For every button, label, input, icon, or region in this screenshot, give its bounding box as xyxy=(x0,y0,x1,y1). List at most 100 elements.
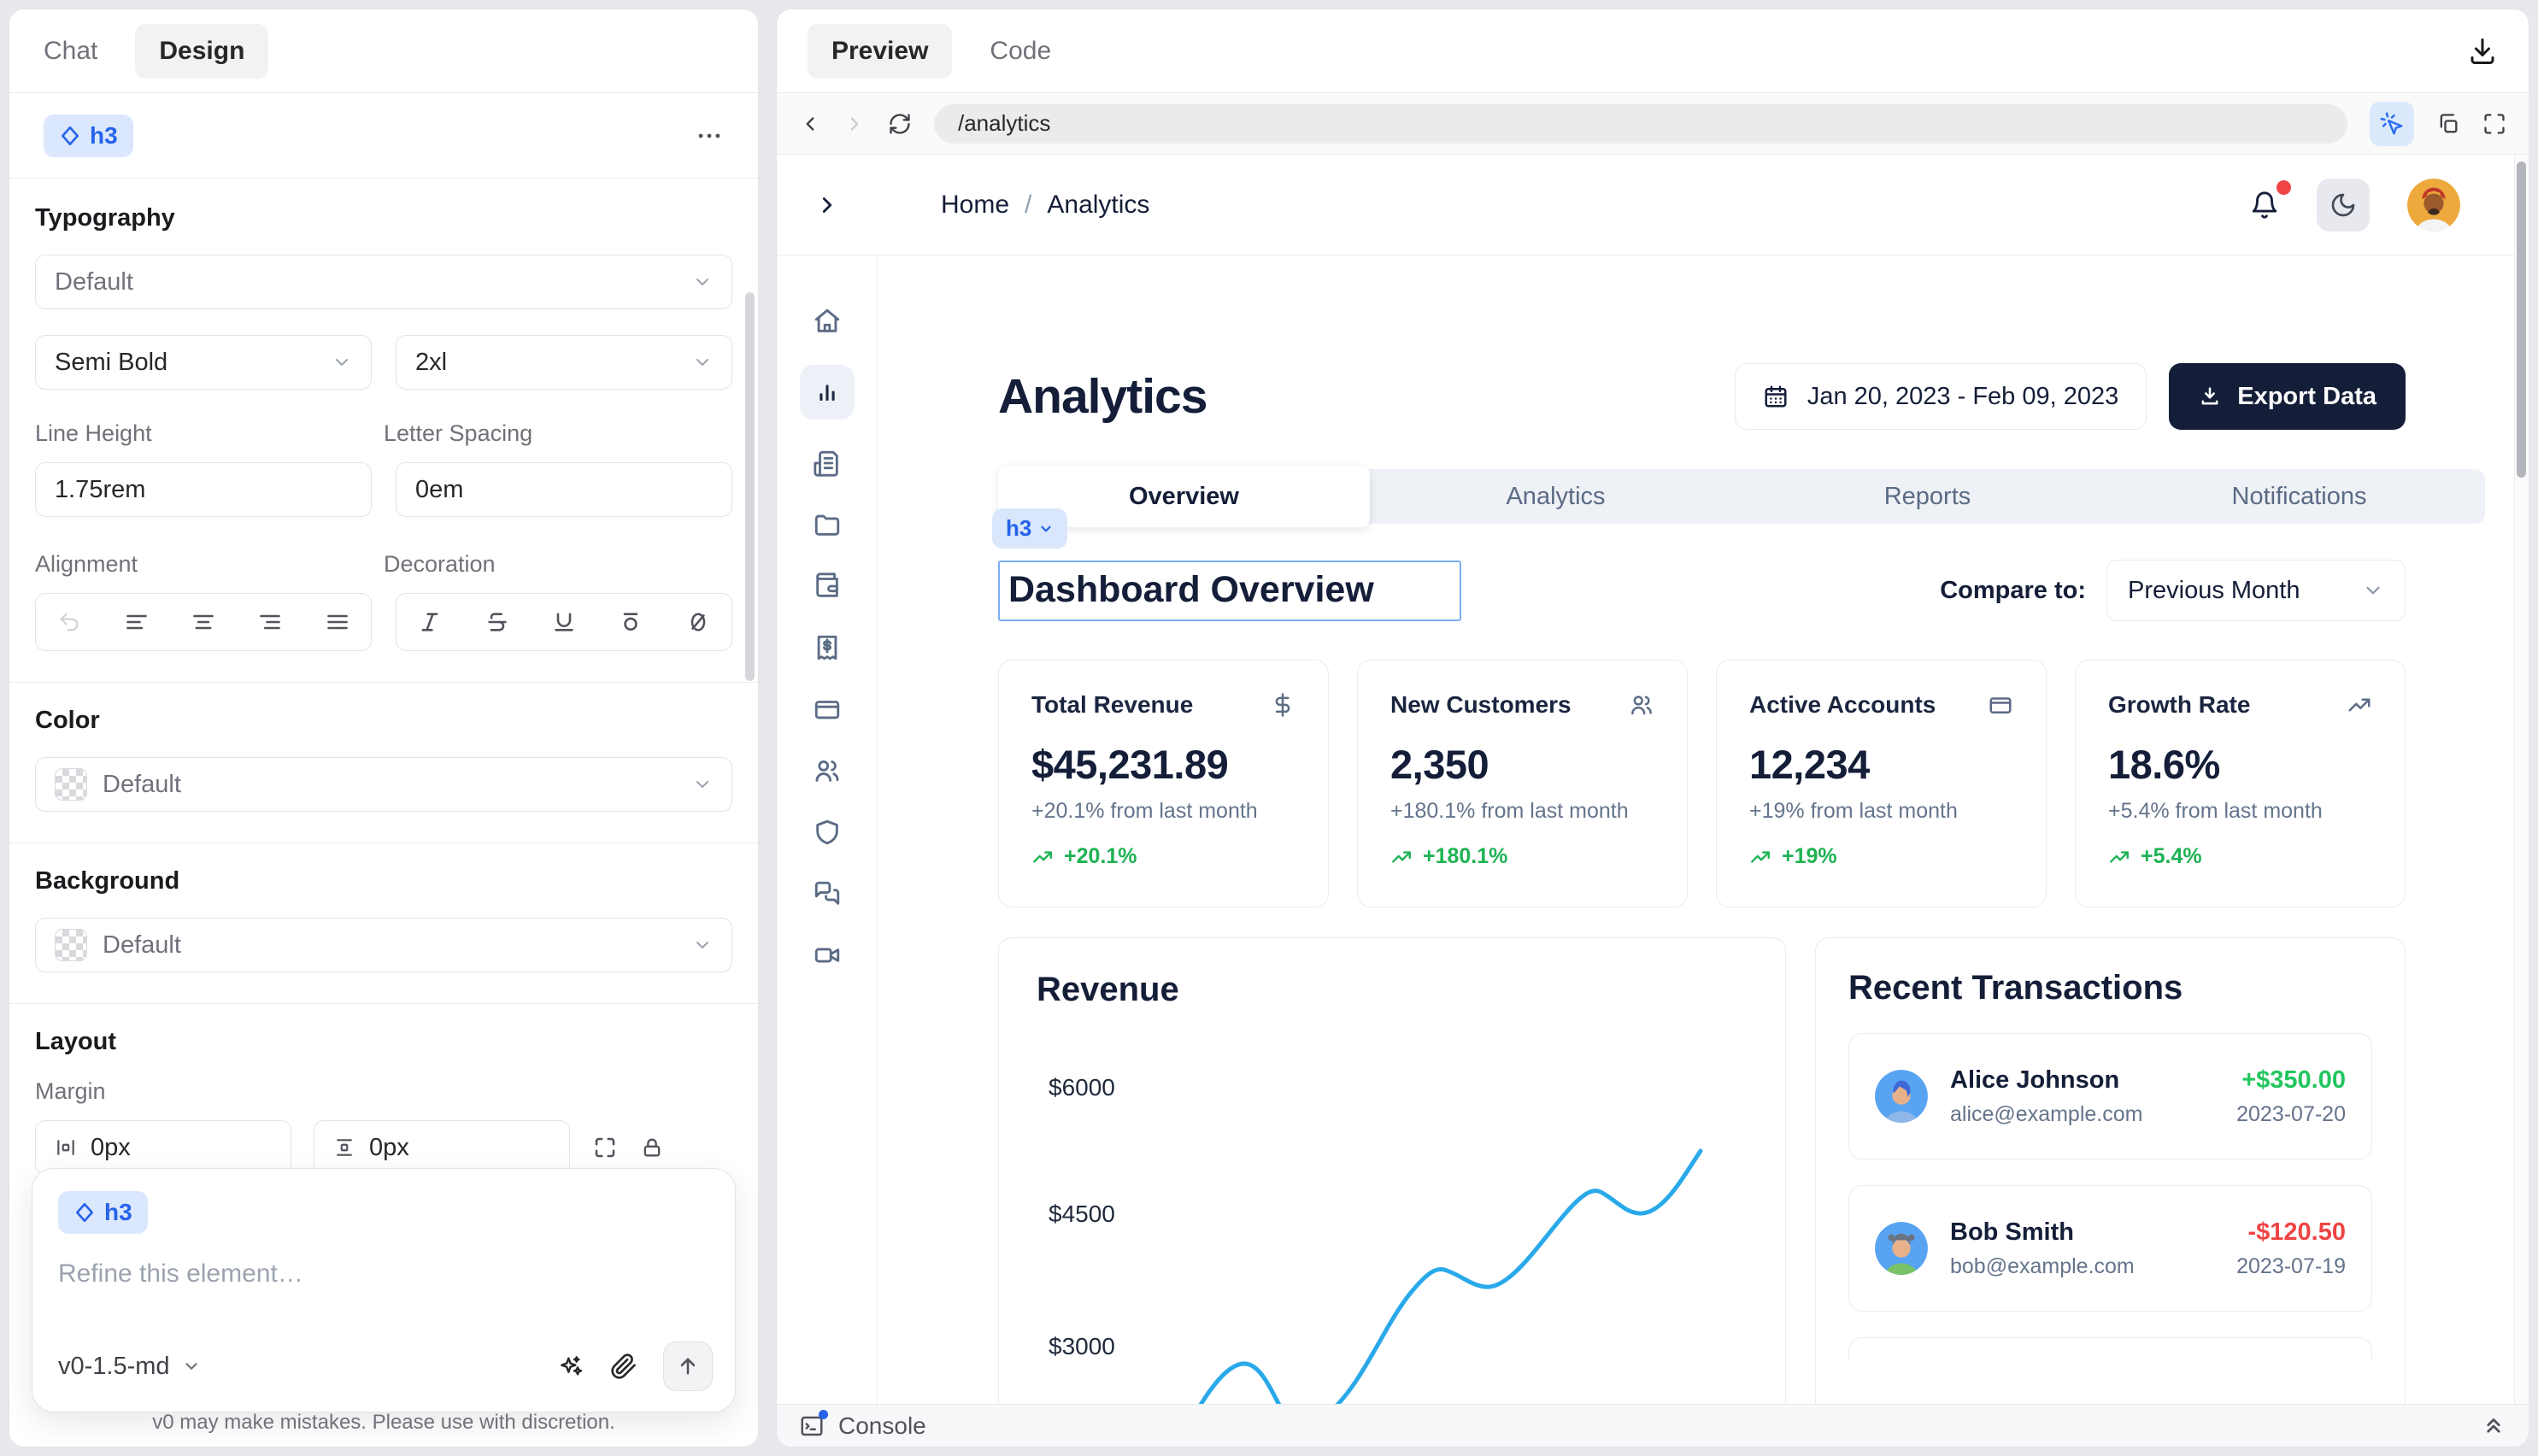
color-select[interactable]: Default xyxy=(35,757,732,812)
preview-scrollbar-thumb[interactable] xyxy=(2517,161,2526,478)
preview-scrollbar-track[interactable] xyxy=(2514,155,2529,1404)
sparkles-icon[interactable] xyxy=(557,1353,585,1380)
left-panel-tabs: Chat Design xyxy=(9,9,758,93)
align-center-icon[interactable] xyxy=(170,594,237,650)
ellipsis-menu-icon[interactable] xyxy=(695,121,724,150)
overline-icon[interactable] xyxy=(597,594,664,650)
disclaimer-text: v0 may make mistakes. Please use with di… xyxy=(152,1411,615,1434)
back-icon[interactable] xyxy=(799,113,821,135)
tab-chat[interactable]: Chat xyxy=(44,36,98,65)
margin-y-input[interactable]: 0px xyxy=(314,1120,570,1175)
recent-transactions-card: Recent Transactions Alice Johnson alice@… xyxy=(1815,937,2406,1447)
sidebar-item-messages[interactable] xyxy=(813,876,842,912)
dollar-icon xyxy=(1275,693,1290,717)
stat-card-total-revenue: Total Revenue $45,231.89 +20.1% from las… xyxy=(998,660,1329,907)
url-input[interactable]: /analytics xyxy=(934,103,2347,144)
left-panel-scrollbar[interactable] xyxy=(745,292,755,681)
size-select[interactable]: 2xl xyxy=(396,335,732,390)
letter-spacing-input[interactable]: 0em xyxy=(396,462,732,517)
align-left-icon[interactable] xyxy=(103,594,169,650)
user-avatar[interactable] xyxy=(2407,178,2460,232)
export-data-button[interactable]: Export Data xyxy=(2169,363,2406,430)
sidebar-item-video[interactable] xyxy=(813,937,842,973)
select-element-tool[interactable] xyxy=(2370,101,2414,146)
decoration-label: Decoration xyxy=(384,551,496,577)
weight-select[interactable]: Semi Bold xyxy=(35,335,372,390)
sidebar-item-security[interactable] xyxy=(813,814,842,850)
dark-mode-toggle[interactable] xyxy=(2317,178,2370,232)
sidebar-item-users[interactable] xyxy=(813,753,842,789)
bar-chart-icon xyxy=(819,385,835,402)
margin-expand-icon[interactable] xyxy=(592,1135,618,1160)
date-range-button[interactable]: Jan 20, 2023 - Feb 09, 2023 xyxy=(1734,363,2147,430)
send-button[interactable] xyxy=(663,1342,713,1391)
paperclip-icon[interactable] xyxy=(610,1353,637,1380)
diamond-icon xyxy=(76,1202,93,1223)
notifications-bell[interactable] xyxy=(2250,179,2291,220)
underline-icon[interactable] xyxy=(531,594,597,650)
align-justify-icon[interactable] xyxy=(304,594,371,650)
app-main: Analytics Jan 20, 2023 - Feb 09, 2023 Ex… xyxy=(878,255,2529,1447)
sidebar-item-wallet[interactable] xyxy=(813,568,842,604)
forward-icon[interactable] xyxy=(843,113,866,135)
refine-composer[interactable]: h3 Refine this element… v0-1.5-md xyxy=(32,1168,736,1412)
alignment-group xyxy=(35,593,372,651)
date: 2023-07-20 xyxy=(2236,1101,2346,1126)
tab-preview[interactable]: Preview xyxy=(808,23,953,79)
sidebar-item-home[interactable] xyxy=(813,303,842,339)
font-select[interactable]: Default xyxy=(35,255,732,309)
composer-placeholder[interactable]: Refine this element… xyxy=(58,1259,303,1288)
decoration-group xyxy=(396,593,732,651)
tab-design[interactable]: Design xyxy=(135,23,269,79)
breadcrumb-home[interactable]: Home xyxy=(941,190,1010,219)
letter-spacing-label: Letter Spacing xyxy=(384,420,533,446)
receipt-icon xyxy=(817,635,837,660)
chevrons-up-icon[interactable] xyxy=(2481,1413,2506,1439)
compare-label: Compare to: xyxy=(1940,576,2086,604)
tab-reports[interactable]: Reports xyxy=(1883,482,1971,510)
no-decoration-icon[interactable] xyxy=(665,594,731,650)
calendar-icon xyxy=(1765,385,1787,408)
selected-element-row: h3 xyxy=(9,93,758,179)
sidebar-item-analytics[interactable] xyxy=(799,365,855,420)
revenue-line-chart xyxy=(1175,1148,1703,1447)
app-sidebar xyxy=(777,255,878,1447)
margin-lock-icon[interactable] xyxy=(640,1136,664,1160)
chevron-down-icon xyxy=(336,359,348,366)
copy-icon[interactable] xyxy=(2436,112,2460,136)
model-select[interactable]: v0-1.5-md xyxy=(58,1353,201,1381)
tab-analytics[interactable]: Analytics xyxy=(1506,482,1606,510)
sidebar-item-invoices[interactable] xyxy=(813,630,842,666)
tab-notifications[interactable]: Notifications xyxy=(2231,482,2367,510)
margin-x-input[interactable]: 0px xyxy=(35,1120,291,1175)
console-bar[interactable]: Console xyxy=(777,1404,2529,1447)
sidebar-item-cards[interactable] xyxy=(813,691,842,727)
background-select[interactable]: Default xyxy=(35,918,732,972)
align-right-icon[interactable] xyxy=(237,594,303,650)
folder-icon xyxy=(814,514,839,536)
italic-icon[interactable] xyxy=(397,594,463,650)
composer-element-chip[interactable]: h3 xyxy=(58,1191,148,1234)
element-chip[interactable]: h3 xyxy=(44,114,133,157)
line-height-input[interactable]: 1.75rem xyxy=(35,462,372,517)
fullscreen-icon[interactable] xyxy=(2482,112,2506,136)
alignment-label: Alignment xyxy=(35,551,138,577)
selected-element-chip[interactable]: h3 xyxy=(992,508,1068,549)
notification-dot xyxy=(2277,179,2291,195)
download-icon[interactable] xyxy=(2467,36,2498,67)
sidebar-item-reports[interactable] xyxy=(813,445,842,481)
sidebar-item-files[interactable] xyxy=(813,507,842,543)
refresh-icon[interactable] xyxy=(888,112,912,136)
messages-icon xyxy=(814,881,839,905)
y-tick: $6000 xyxy=(1049,1074,1115,1101)
compare-select[interactable]: Previous Month xyxy=(2106,560,2406,621)
stat-card-active-accounts: Active Accounts 12,234 +19% from last mo… xyxy=(1716,660,2047,907)
strikethrough-icon[interactable] xyxy=(463,594,530,650)
section-heading-selected[interactable]: Dashboard Overview xyxy=(998,560,1461,621)
breadcrumb-current: Analytics xyxy=(1047,190,1150,219)
sidebar-toggle-icon[interactable] xyxy=(814,192,840,218)
undo-icon[interactable] xyxy=(36,594,103,650)
y-tick: $3000 xyxy=(1049,1333,1115,1359)
chevron-down-icon xyxy=(185,1363,197,1370)
tab-code[interactable]: Code xyxy=(990,36,1052,65)
